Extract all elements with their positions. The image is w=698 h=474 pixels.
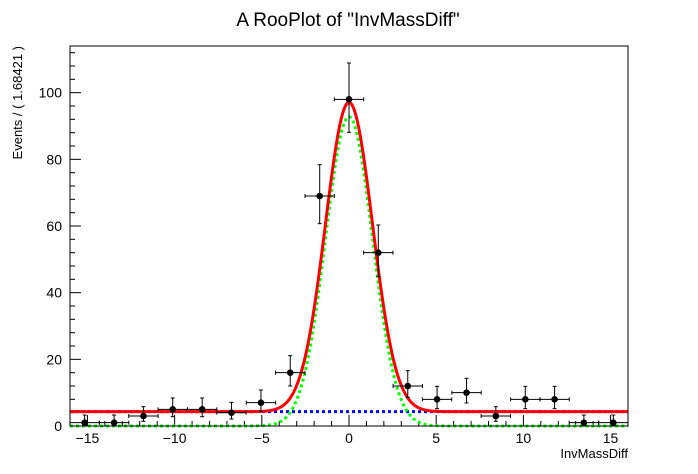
data-point [157,397,188,418]
data-point [333,62,365,133]
y-tick-label: 20 [46,351,62,367]
data-point-marker [463,389,470,396]
y-tick-label: 80 [46,151,62,167]
data-point-marker [286,369,294,376]
data-point-marker [140,412,147,420]
y-tick-label: 100 [39,85,63,101]
data-point-marker [345,96,353,103]
x-tick-label: 15 [603,430,619,446]
x-tick-label: 0 [345,430,353,446]
data-point [539,385,570,410]
data-point-marker [169,406,177,413]
x-tick-label: 5 [432,430,440,446]
data-point-marker [521,396,529,403]
data-point-marker [580,419,588,426]
data-point [568,414,600,426]
data-point-marker [433,396,441,403]
data-point-marker [110,419,118,426]
axes: −15 −10 −5 0 5 10 15 0 20 40 60 80 100 [39,52,629,446]
data-point [186,397,218,418]
x-tick-label: −10 [163,430,187,446]
x-tick-label: −15 [76,430,100,446]
data-point [216,401,247,420]
plot-frame [69,45,629,427]
y-tick-label: 60 [46,218,62,234]
data-point-marker [257,399,265,406]
data-point-marker [551,396,558,403]
data-point-marker [404,382,412,390]
y-tick-label: 40 [46,285,62,301]
data-point [128,406,159,422]
data-point [304,164,335,225]
chart-title: A RooPlot of "InvMassDiff" [236,10,459,31]
data-point [245,389,277,412]
data-point [392,370,423,398]
data-point [421,385,453,410]
data-point-marker [228,409,235,416]
data-point [480,406,512,422]
data-point-marker [492,412,500,420]
data-point-marker [81,419,88,426]
y-tick-label: 0 [54,418,62,434]
x-tick-label: −5 [254,430,270,446]
data-point [363,224,394,278]
data-point-marker [198,406,206,413]
y-axis-title: Events / ( 1.68421 ) [10,46,25,159]
data-point-marker [610,419,617,426]
data-point [451,377,482,404]
data-point-marker [374,249,382,256]
data-point [98,414,130,426]
data-point [275,355,306,387]
x-axis-title: InvMassDiff [560,446,628,461]
data-point-marker [316,192,324,200]
data-point [510,385,541,410]
x-tick-label: 10 [516,430,532,446]
data-points-layer [69,62,629,426]
